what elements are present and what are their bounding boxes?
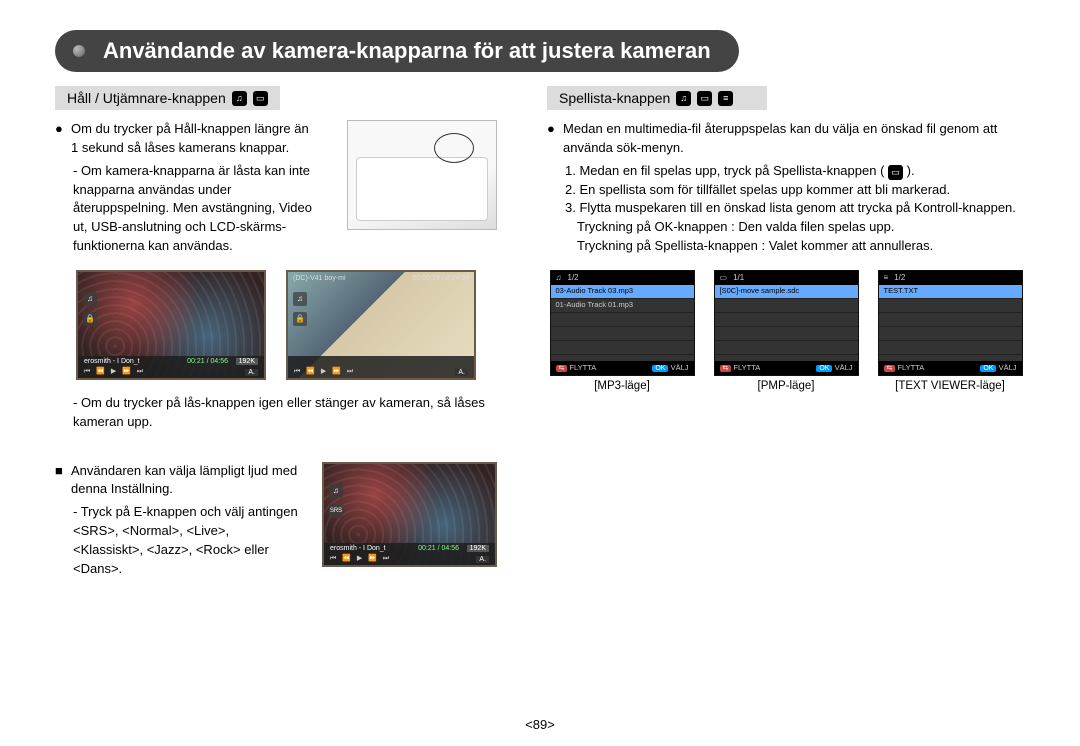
lcd-music-screenshot: ♫ 🔒 erosmith - I Don_t 00:21 / 04:56 192K… bbox=[76, 270, 266, 380]
list-icon: ≡ bbox=[884, 273, 889, 282]
bullet-item: ● Om du trycker på Håll-knappen längre ä… bbox=[55, 120, 319, 158]
headphone-icon: ♫ bbox=[676, 91, 691, 106]
lcd-video-screenshot: (DC)-V41 boy-mi 00:00:19 / 0:24:34 ♫ 🔒 ⏮ … bbox=[286, 270, 476, 380]
equalizer-description: Användaren kan välja lämpligt ljud med d… bbox=[71, 462, 302, 500]
page-indicator: 1/2 bbox=[568, 273, 579, 282]
page-indicator: 1/1 bbox=[733, 273, 744, 282]
ok-button-icon: OK bbox=[816, 365, 832, 372]
playlist-heading: Spellista-knappen ♫ ▭ ≡ bbox=[547, 86, 767, 110]
equalizer-options: - Tryck på E-knappen och välj antingen <… bbox=[55, 503, 302, 578]
camera-device-image bbox=[347, 120, 497, 230]
list-item: 03-Audio Track 03.mp3 bbox=[551, 285, 694, 299]
page-number: <89> bbox=[525, 717, 555, 732]
screen-icon: ▭ bbox=[253, 91, 268, 106]
bullet-item: ● Medan en multimedia-fil återuppspelas … bbox=[547, 120, 1025, 158]
playlist-button-icon: ▭ bbox=[888, 165, 903, 180]
list-item: [S0C]-move sample.sdc bbox=[715, 285, 858, 299]
section-title-text: Spellista-knappen bbox=[559, 90, 670, 106]
screen-icon: ▭ bbox=[697, 91, 712, 106]
page-indicator: 1/2 bbox=[894, 273, 905, 282]
bitrate: 192K bbox=[236, 358, 258, 365]
playback-controls: ⏮ ⏪ ▶ ⏩ ⏭ bbox=[330, 554, 391, 563]
track-name: erosmith - I Don_t bbox=[84, 358, 140, 365]
screen-icon: ▭ bbox=[720, 273, 728, 282]
right-column: Spellista-knappen ♫ ▭ ≡ ● Medan en multi… bbox=[547, 86, 1025, 579]
list-item: TEST.TXT bbox=[879, 285, 1022, 299]
headphone-icon: ♫ bbox=[329, 484, 343, 498]
flag-indicator: A. bbox=[476, 556, 489, 563]
flag-indicator: A. bbox=[455, 369, 468, 376]
step-2: 2. En spellista som för tillfället spela… bbox=[547, 181, 1025, 200]
lock-icon: 🔒 bbox=[83, 312, 97, 326]
lcd-equalizer-screenshot: ♫ SRS erosmith - I Don_t 00:21 / 04:56 19… bbox=[322, 462, 497, 567]
lock-icon: 🔒 bbox=[293, 312, 307, 326]
headphone-icon: ♫ bbox=[293, 292, 307, 306]
video-time: 00:00:19 / 0:24:34 bbox=[413, 275, 469, 282]
step-3: 3. Flytta muspekaren till en önskad list… bbox=[547, 199, 1025, 218]
left-column: Håll / Utjämnare-knappen ♫ ▭ ● Om du try… bbox=[55, 86, 497, 579]
srs-icon: SRS bbox=[329, 504, 343, 518]
page-title: Användande av kamera-knapparna för att j… bbox=[55, 30, 739, 72]
move-icon: ⇆ bbox=[884, 365, 896, 372]
pmp-mode-block: ▭1/1 [S0C]-move sample.sdc ⇆ FLYTTA OK V… bbox=[711, 270, 861, 392]
move-icon: ⇆ bbox=[556, 365, 568, 372]
unlock-description: - Om du trycker på lås-knappen igen elle… bbox=[55, 394, 497, 432]
mp3-caption: [MP3-läge] bbox=[594, 380, 650, 392]
track-time: 00:21 / 04:56 bbox=[187, 358, 228, 365]
track-name: erosmith - I Don_t bbox=[330, 545, 386, 552]
text-caption: [TEXT VIEWER-läge] bbox=[895, 380, 1005, 392]
headphone-icon: ♫ bbox=[83, 292, 97, 306]
track-time: 00:21 / 04:56 bbox=[418, 545, 459, 552]
section-title-text: Håll / Utjämnare-knappen bbox=[67, 90, 226, 106]
playlist-intro: Medan en multimedia-fil återuppspelas ka… bbox=[563, 120, 1025, 158]
text-mode-block: ≡1/2 TEST.TXT ⇆ FLYTTA OK VÄLJ [TEXT VIE… bbox=[875, 270, 1025, 392]
ok-button-icon: OK bbox=[980, 365, 996, 372]
video-filename: (DC)-V41 boy-mi bbox=[293, 275, 346, 282]
playback-controls: ⏮ ⏪ ▶ ⏩ ⏭ bbox=[84, 367, 145, 376]
list-icon: ≡ bbox=[718, 91, 733, 106]
headphone-icon: ♫ bbox=[556, 273, 562, 282]
headphone-icon: ♫ bbox=[232, 91, 247, 106]
ok-button-icon: OK bbox=[652, 365, 668, 372]
playback-controls: ⏮ ⏪ ▶ ⏩ ⏭ bbox=[294, 367, 355, 376]
bitrate: 192K bbox=[467, 545, 489, 552]
pmp-caption: [PMP-läge] bbox=[758, 380, 815, 392]
bullet-item: ■ Användaren kan välja lämpligt ljud med… bbox=[55, 462, 302, 500]
hold-sub-description: - Om kamera-knapparna är låsta kan inte … bbox=[55, 162, 319, 256]
step-3a: Tryckning på OK-knappen : Den valda file… bbox=[547, 218, 1025, 237]
move-icon: ⇆ bbox=[720, 365, 732, 372]
hold-equalizer-heading: Håll / Utjämnare-knappen ♫ ▭ bbox=[55, 86, 280, 110]
list-item: 01-Audio Track 01.mp3 bbox=[551, 299, 694, 313]
step-1: 1. Medan en fil spelas upp, tryck på Spe… bbox=[547, 162, 1025, 181]
flag-indicator: A. bbox=[245, 369, 258, 376]
mp3-mode-block: ♫ 1/2 03-Audio Track 03.mp3 01-Audio Trac… bbox=[547, 270, 697, 392]
step-3b: Tryckning på Spellista-knappen : Valet k… bbox=[547, 237, 1025, 256]
hold-description: Om du trycker på Håll-knappen längre än … bbox=[71, 120, 319, 158]
